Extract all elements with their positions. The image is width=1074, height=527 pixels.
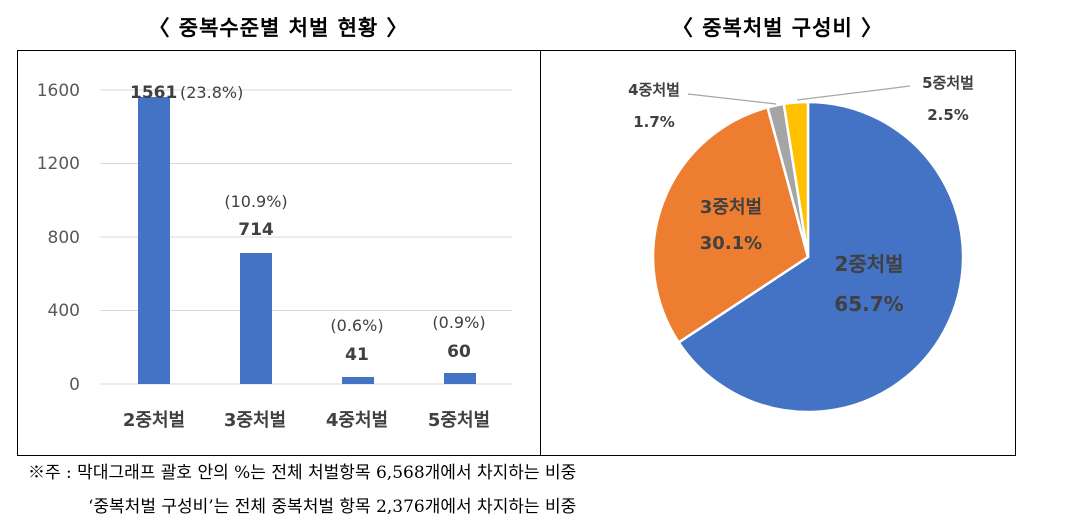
- x-category-label: 4중처벌: [326, 410, 388, 431]
- leader-line-5: [796, 85, 911, 101]
- bar-percent-label: (0.9%): [432, 313, 485, 332]
- y-tick: 1200: [37, 154, 80, 174]
- footnote-line-1: ※주 : 막대그래프 괄호 안의 %는 전체 처벌항목 6,568개에서 차지하…: [28, 463, 577, 483]
- bar-2: [138, 97, 170, 384]
- bar-percent-label: (10.9%): [224, 192, 287, 211]
- bar-5: [444, 373, 476, 384]
- leader-line-4: [687, 93, 777, 105]
- pie-label-percent: 2.5%: [927, 106, 969, 124]
- bar-value-label: 1561: [130, 83, 177, 103]
- pie-label-name: 4중처벌: [628, 81, 680, 99]
- y-tick: 1600: [37, 81, 80, 101]
- y-tick: 800: [48, 228, 80, 248]
- pie-label-name: 5중처벌: [922, 74, 974, 92]
- pie-slice-5: [782, 100, 810, 259]
- bar-chart-title: 〈 중복수준별 처벌 현황 〉: [148, 16, 409, 40]
- pie-slice-3: [651, 106, 810, 344]
- pie-label-name: 3중처벌: [700, 197, 762, 218]
- x-category-label: 2중처벌: [123, 410, 185, 431]
- y-tick: 0: [69, 375, 80, 395]
- bar-value-label: 60: [447, 342, 471, 362]
- y-tick: 400: [48, 301, 80, 321]
- bar-3: [240, 253, 272, 384]
- bar-percent-label: (0.6%): [330, 316, 383, 335]
- pie-label-name: 2중처벌: [834, 252, 903, 276]
- pie-slice-2: [677, 100, 965, 414]
- pie-label-percent: 30.1%: [700, 233, 762, 254]
- pie-chart-panel: [540, 50, 1016, 456]
- bar-value-label: 41: [345, 345, 369, 365]
- pie-chart-title: 〈 중복처벌 구성비 〉: [671, 16, 884, 40]
- bar-value-label: 714: [238, 220, 274, 240]
- pie-label-percent: 65.7%: [834, 292, 903, 316]
- x-category-label: 3중처벌: [224, 410, 286, 431]
- footnote-line-2: ‘중복처벌 구성비’는 전체 중복처벌 항목 2,376개에서 차지하는 비중: [88, 497, 577, 517]
- x-category-label: 5중처벌: [428, 410, 490, 431]
- bar-percent-label: (23.8%): [180, 83, 243, 102]
- pie-label-percent: 1.7%: [633, 113, 675, 131]
- bar-4: [342, 377, 374, 384]
